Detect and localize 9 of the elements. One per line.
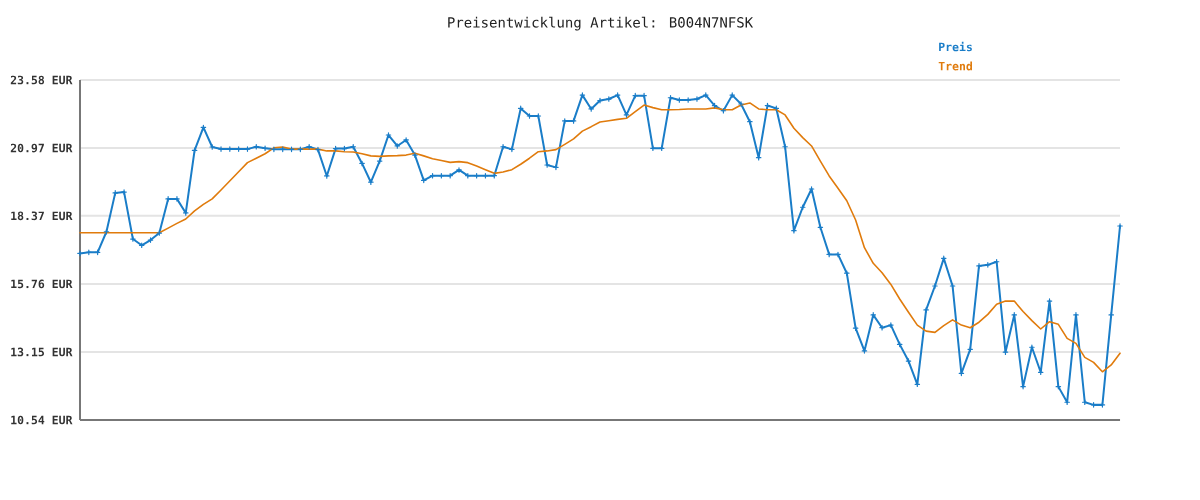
y-tick-label: 13.15 EUR bbox=[11, 347, 73, 357]
y-tick-label: 18.37 EUR bbox=[11, 211, 73, 221]
y-tick-label: 23.58 EUR bbox=[10, 75, 73, 85]
text: Preis bbox=[939, 41, 972, 52]
y-tick-label: 20.97 EUR bbox=[10, 143, 73, 153]
y-tick-label: 15.76 EUR bbox=[11, 279, 73, 289]
text: Trend bbox=[938, 61, 972, 71]
chart-title: Preisentwicklung Artikel: B004N7NFSK bbox=[448, 16, 754, 31]
y-tick-label: 10.54 EUR bbox=[11, 415, 73, 425]
